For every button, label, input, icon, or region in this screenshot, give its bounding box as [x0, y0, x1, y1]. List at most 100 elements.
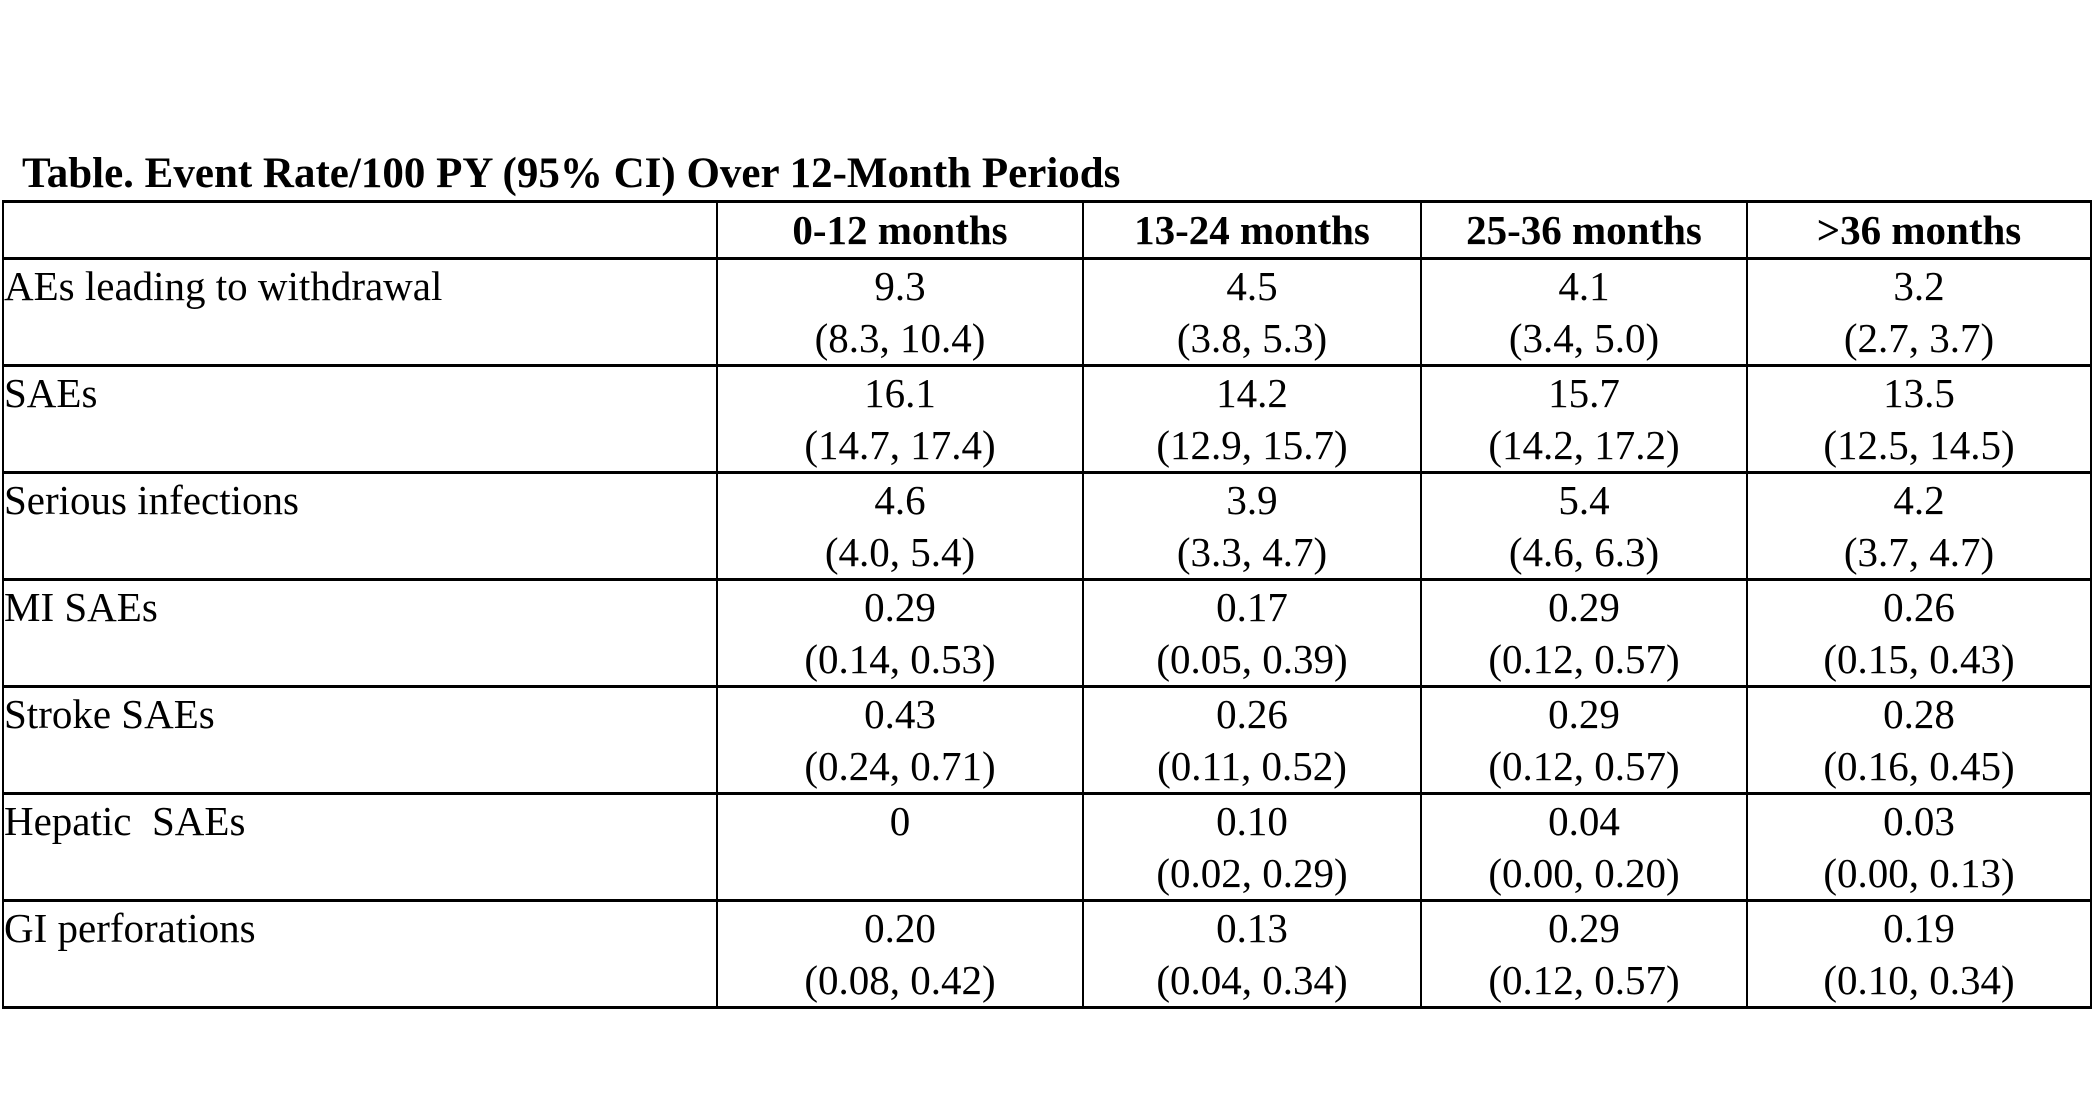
rate-value: 0.10: [1216, 798, 1288, 844]
column-header-0-12-months: 0-12 months: [716, 200, 1084, 260]
confidence-interval: (0.08, 0.42): [804, 957, 996, 1003]
table-row-mi-saes: MI SAEs 0.29 (0.14, 0.53) 0.17 (0.05, 0.…: [2, 578, 2092, 688]
confidence-interval: (3.8, 5.3): [1176, 315, 1328, 361]
table-row-stroke-saes: Stroke SAEs 0.43 (0.24, 0.71) 0.26 (0.11…: [2, 685, 2092, 795]
rate-cell: 4.6 (4.0, 5.4): [716, 471, 1084, 581]
rate-cell: 0: [716, 792, 1084, 902]
confidence-interval: (8.3, 10.4): [814, 315, 986, 361]
confidence-interval: (0.12, 0.57): [1488, 636, 1680, 682]
rate-value: 0.26: [1216, 691, 1288, 737]
confidence-interval: (4.6, 6.3): [1508, 529, 1660, 575]
rate-value: 0.43: [864, 691, 936, 737]
rate-cell: 0.20 (0.08, 0.42): [716, 899, 1084, 1009]
column-header-gt36-months: >36 months: [1746, 200, 2092, 260]
rate-value: 14.2: [1216, 370, 1288, 416]
rate-cell: 0.04 (0.00, 0.20): [1420, 792, 1748, 902]
column-header-25-36-months: 25-36 months: [1420, 200, 1748, 260]
rate-value: 0.20: [864, 905, 936, 951]
confidence-interval: (12.9, 15.7): [1156, 422, 1348, 468]
rate-cell: 0.29 (0.12, 0.57): [1420, 578, 1748, 688]
confidence-interval: (0.16, 0.45): [1823, 743, 2015, 789]
rate-cell: 14.2 (12.9, 15.7): [1082, 364, 1422, 474]
rate-value: 4.5: [1226, 263, 1278, 309]
row-label: Hepatic SAEs: [2, 792, 718, 902]
rate-cell: 0.43 (0.24, 0.71): [716, 685, 1084, 795]
row-label: SAEs: [2, 364, 718, 474]
confidence-interval: (12.5, 14.5): [1823, 422, 2015, 468]
confidence-interval: (0.14, 0.53): [804, 636, 996, 682]
rate-cell: 0.10 (0.02, 0.29): [1082, 792, 1422, 902]
row-label: MI SAEs: [2, 578, 718, 688]
rate-cell: 0.29 (0.14, 0.53): [716, 578, 1084, 688]
column-header-empty: [2, 200, 718, 260]
table-row-saes: SAEs 16.1 (14.7, 17.4) 14.2 (12.9, 15.7)…: [2, 364, 2092, 474]
confidence-interval: (2.7, 3.7): [1843, 315, 1995, 361]
table-row-aes-withdrawal: AEs leading to withdrawal 9.3 (8.3, 10.4…: [2, 257, 2092, 367]
row-label: GI perforations: [2, 899, 718, 1009]
rate-cell: 0.28 (0.16, 0.45): [1746, 685, 2092, 795]
column-header-13-24-months: 13-24 months: [1082, 200, 1422, 260]
rate-value: 0.28: [1883, 691, 1955, 737]
rate-value: 9.3: [874, 263, 926, 309]
rate-cell: 0.17 (0.05, 0.39): [1082, 578, 1422, 688]
rate-value: 0.29: [1548, 905, 1620, 951]
confidence-interval: (14.2, 17.2): [1488, 422, 1680, 468]
rate-cell: 4.1 (3.4, 5.0): [1420, 257, 1748, 367]
table-row-hepatic-saes: Hepatic SAEs 0 0.10 (0.02, 0.29) 0.04 (0…: [2, 792, 2092, 902]
rate-value: 0.17: [1216, 584, 1288, 630]
rate-cell: 0.26 (0.11, 0.52): [1082, 685, 1422, 795]
row-label: AEs leading to withdrawal: [2, 257, 718, 367]
rate-cell: 4.5 (3.8, 5.3): [1082, 257, 1422, 367]
rate-cell: 0.29 (0.12, 0.57): [1420, 899, 1748, 1009]
confidence-interval: (3.3, 4.7): [1176, 529, 1328, 575]
rate-value: 3.2: [1893, 263, 1945, 309]
rate-value: 15.7: [1548, 370, 1620, 416]
confidence-interval: (0.12, 0.57): [1488, 957, 1680, 1003]
row-label: Stroke SAEs: [2, 685, 718, 795]
table-title: Table. Event Rate/100 PY (95% CI) Over 1…: [22, 150, 1121, 197]
rate-cell: 3.9 (3.3, 4.7): [1082, 471, 1422, 581]
confidence-interval: (14.7, 17.4): [804, 422, 996, 468]
rate-cell: 0.26 (0.15, 0.43): [1746, 578, 2092, 688]
rate-value: 0.04: [1548, 798, 1620, 844]
row-label: Serious infections: [2, 471, 718, 581]
table-row-gi-perforations: GI perforations 0.20 (0.08, 0.42) 0.13 (…: [2, 899, 2092, 1009]
rate-value: 0.13: [1216, 905, 1288, 951]
rate-cell: 0.19 (0.10, 0.34): [1746, 899, 2092, 1009]
confidence-interval: (0.15, 0.43): [1823, 636, 2015, 682]
rate-cell: 13.5 (12.5, 14.5): [1746, 364, 2092, 474]
confidence-interval: (0.05, 0.39): [1156, 636, 1348, 682]
rate-cell: 0.29 (0.12, 0.57): [1420, 685, 1748, 795]
rate-value: 4.6: [874, 477, 926, 523]
event-rate-table: 0-12 months 13-24 months 25-36 months >3…: [2, 200, 2092, 1009]
rate-value: 0: [889, 798, 911, 844]
rate-value: 0.03: [1883, 798, 1955, 844]
rate-value: 0.26: [1883, 584, 1955, 630]
confidence-interval: (0.24, 0.71): [804, 743, 996, 789]
confidence-interval: (0.04, 0.34): [1156, 957, 1348, 1003]
rate-value: 0.29: [1548, 691, 1620, 737]
rate-value: 0.19: [1883, 905, 1955, 951]
rate-cell: 16.1 (14.7, 17.4): [716, 364, 1084, 474]
rate-value: 4.1: [1558, 263, 1610, 309]
rate-cell: 5.4 (4.6, 6.3): [1420, 471, 1748, 581]
confidence-interval: (4.0, 5.4): [824, 529, 976, 575]
confidence-interval: (0.10, 0.34): [1823, 957, 2015, 1003]
rate-value: 5.4: [1558, 477, 1610, 523]
rate-cell: 0.13 (0.04, 0.34): [1082, 899, 1422, 1009]
confidence-interval: (0.12, 0.57): [1488, 743, 1680, 789]
rate-cell: 9.3 (8.3, 10.4): [716, 257, 1084, 367]
header-row: 0-12 months 13-24 months 25-36 months >3…: [2, 200, 2092, 260]
rate-value: 3.9: [1226, 477, 1278, 523]
rate-value: 0.29: [1548, 584, 1620, 630]
confidence-interval: (0.00, 0.13): [1823, 850, 2015, 896]
rate-cell: 4.2 (3.7, 4.7): [1746, 471, 2092, 581]
confidence-interval: (3.7, 4.7): [1843, 529, 1995, 575]
rate-value: 4.2: [1893, 477, 1945, 523]
confidence-interval: (3.4, 5.0): [1508, 315, 1660, 361]
rate-value: 16.1: [864, 370, 936, 416]
rate-cell: 3.2 (2.7, 3.7): [1746, 257, 2092, 367]
confidence-interval: (0.11, 0.52): [1157, 743, 1347, 789]
rate-cell: 0.03 (0.00, 0.13): [1746, 792, 2092, 902]
confidence-interval: (0.00, 0.20): [1488, 850, 1680, 896]
